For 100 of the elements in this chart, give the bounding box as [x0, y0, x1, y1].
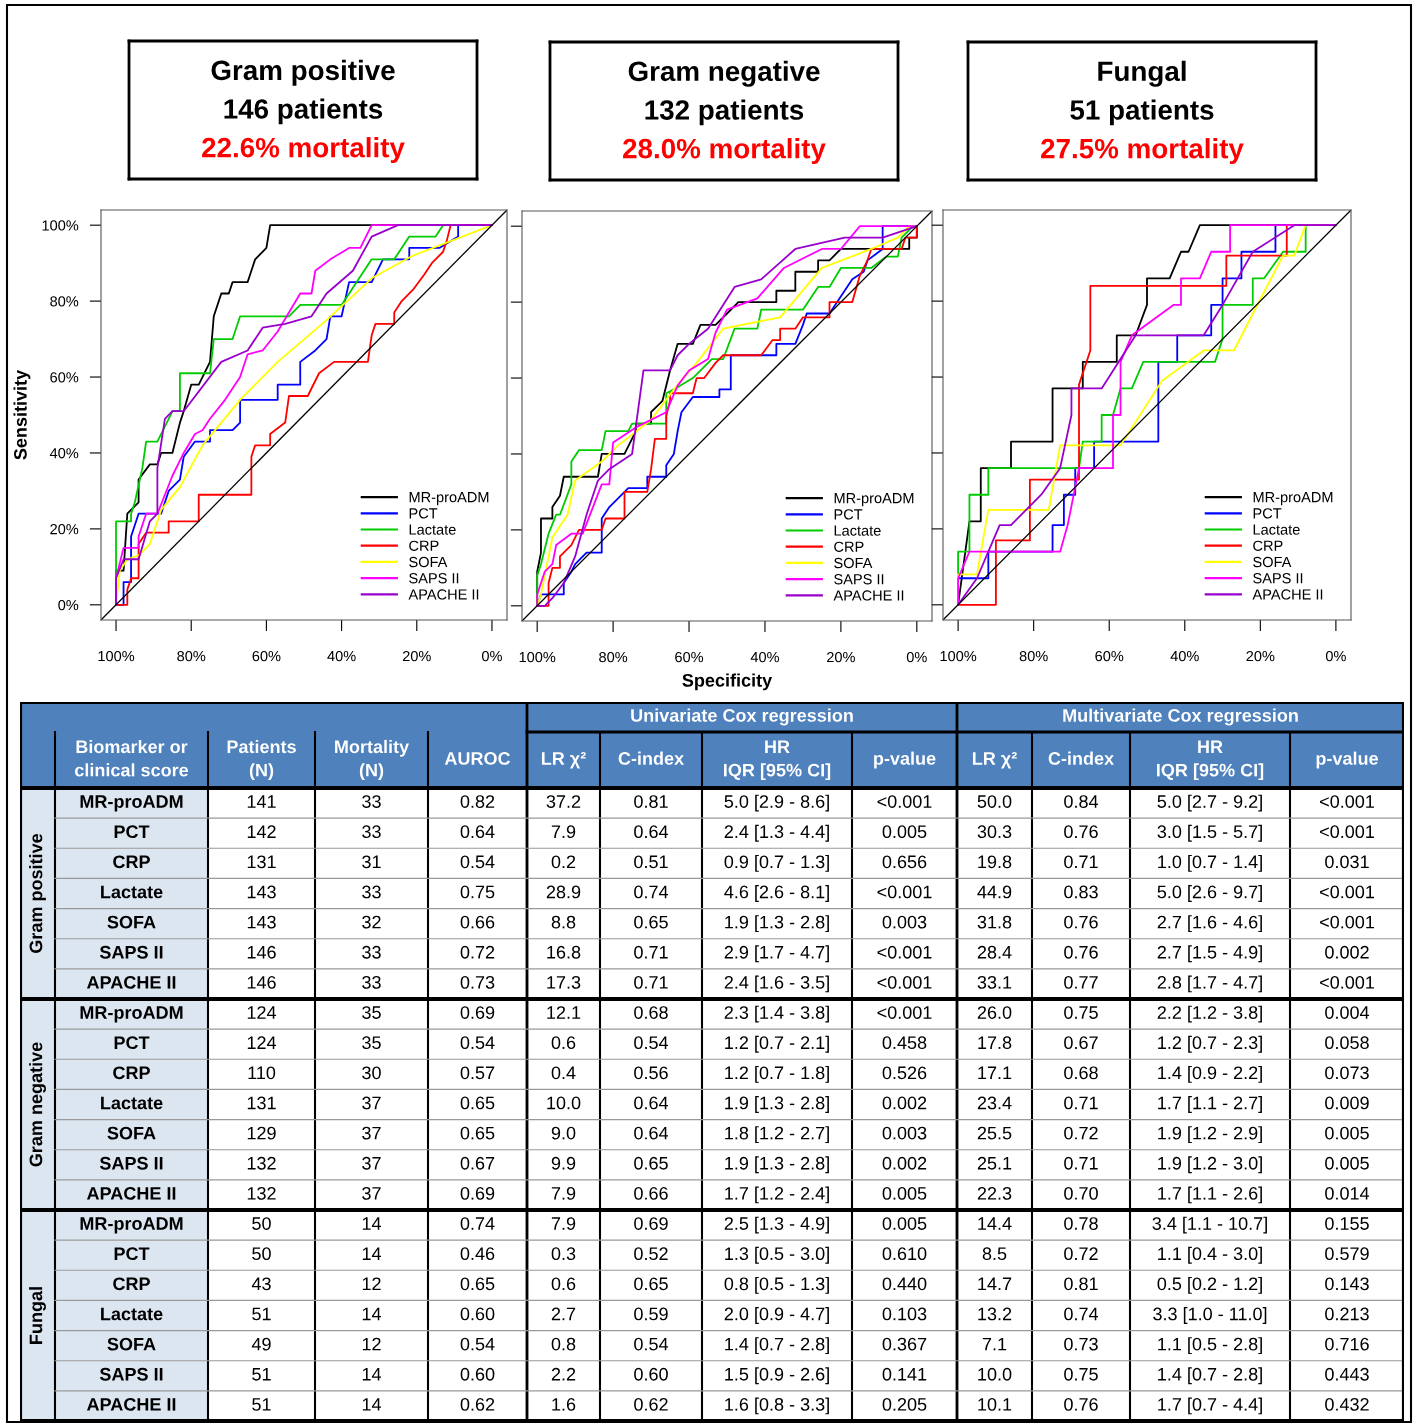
- text: 0.205: [882, 1397, 927, 1411]
- text: 0.67: [460, 1156, 495, 1170]
- x-tick-label: 100%: [98, 650, 135, 662]
- text: 0.54: [460, 855, 495, 869]
- text: 50: [252, 1217, 271, 1230]
- legend-label: APACHE II: [408, 589, 479, 600]
- text: 0.213: [1325, 1307, 1369, 1321]
- text: 16.8: [547, 945, 581, 959]
- text: 0.103: [882, 1307, 927, 1321]
- text: 0.2: [551, 855, 576, 869]
- text: 0.005: [882, 1217, 927, 1230]
- text: 51: [252, 1307, 271, 1321]
- text: 0.76: [1064, 825, 1098, 839]
- text: 0.62: [634, 1397, 668, 1411]
- legend-label: MR-proADM: [834, 493, 914, 507]
- text: 5.0 [2.6 - 9.7]: [1157, 885, 1262, 902]
- category-label: Biomarker or clinical score: [75, 739, 189, 777]
- text: <0.001: [877, 1006, 932, 1019]
- category-label: PCT: [114, 825, 150, 839]
- legend-label: SAPS II: [834, 574, 884, 585]
- text: 49: [251, 1337, 271, 1351]
- text: 0.526: [882, 1066, 927, 1080]
- text: 124: [247, 1006, 277, 1019]
- text: 14.4: [978, 1217, 1012, 1230]
- text: 10.1: [978, 1397, 1012, 1411]
- text: 0.003: [882, 915, 927, 929]
- text: Gram negative: [628, 60, 820, 87]
- text: 0.5 [0.2 - 1.2]: [1157, 1276, 1262, 1294]
- text: 0.70: [1064, 1186, 1098, 1200]
- text: 12.1: [547, 1006, 581, 1019]
- text: 1.7 [1.1 - 2.7]: [1158, 1096, 1262, 1113]
- text: <0.001: [877, 885, 932, 899]
- category-label: Gram positive: [29, 833, 46, 953]
- text: 0.52: [634, 1247, 668, 1261]
- text: Gram positive: [211, 59, 395, 86]
- text: 10.0: [547, 1096, 581, 1110]
- text: 0.74: [1064, 1307, 1099, 1321]
- text: 0.143: [1325, 1277, 1369, 1291]
- text: 0.656: [882, 855, 927, 869]
- text: 1.5 [0.9 - 2.6]: [725, 1367, 829, 1385]
- text: 0.64: [634, 1096, 669, 1110]
- category-label: MR-proADM: [80, 1217, 183, 1234]
- text: 51: [252, 1398, 271, 1411]
- legend-label: SOFA: [834, 557, 873, 569]
- text: 1.4 [0.9 - 2.2]: [1158, 1065, 1262, 1083]
- text: 0.71: [634, 975, 668, 989]
- text: 0.57: [460, 1066, 495, 1080]
- text: 132: [247, 1186, 276, 1200]
- x-tick-label: 40%: [1170, 650, 1199, 662]
- text: 0.60: [460, 1307, 495, 1321]
- category-label: CRP: [113, 855, 150, 869]
- text: 0.8: [551, 1337, 576, 1351]
- text: 0.141: [882, 1367, 927, 1381]
- legend-label: PCT: [409, 508, 438, 519]
- text: 35: [362, 1006, 381, 1019]
- category-label: SOFA: [107, 1337, 156, 1351]
- text: 14: [362, 1217, 382, 1230]
- text: 0.46: [460, 1247, 495, 1261]
- text: 0.65: [460, 1277, 495, 1291]
- text: 35: [362, 1036, 381, 1050]
- text: 0.65: [460, 1096, 495, 1110]
- category-label: SAPS II: [99, 1156, 163, 1170]
- text: 0.716: [1325, 1337, 1369, 1351]
- legend-label: PCT: [834, 509, 863, 520]
- category-label: CRP: [113, 1066, 150, 1080]
- text: 0.62: [460, 1397, 495, 1411]
- text: 0.004: [1325, 1006, 1370, 1019]
- y-tick-label: 0%: [58, 599, 79, 611]
- text: 0.72: [1064, 1247, 1098, 1261]
- text: 143: [247, 885, 276, 899]
- text: 0.56: [634, 1066, 668, 1080]
- category-label: PCT: [114, 1247, 150, 1261]
- y-tick-label: 60%: [50, 372, 79, 383]
- text: 2.4 [1.6 - 3.5]: [724, 975, 829, 993]
- text: 0.75: [1064, 1367, 1098, 1381]
- text: 0.65: [634, 915, 668, 929]
- text: 19.8: [978, 855, 1012, 869]
- text: 14: [362, 1307, 382, 1321]
- text: 26.0: [977, 1006, 1012, 1019]
- text: 0.74: [460, 1217, 495, 1230]
- text: 2.7 [1.5 - 4.9]: [1157, 945, 1262, 963]
- text: 146 patients: [224, 98, 383, 125]
- x-tick-label: 100%: [940, 650, 977, 662]
- text: 129: [247, 1126, 276, 1140]
- text: 14: [362, 1247, 382, 1260]
- text: Univariate Cox regression: [631, 708, 853, 726]
- category-label: PCT: [114, 1036, 150, 1050]
- text: 0.71: [634, 945, 668, 959]
- text: 31.8: [977, 915, 1012, 929]
- text: 7.9: [551, 1186, 576, 1200]
- x-tick-label: 0%: [1325, 650, 1346, 662]
- text: 1.7 [1.1 - 2.6]: [1158, 1186, 1262, 1204]
- text: 0.65: [634, 1156, 668, 1170]
- legend-label: APACHE II: [1252, 589, 1323, 600]
- x-tick-label: 20%: [827, 651, 855, 663]
- text: 22.3: [977, 1186, 1012, 1200]
- text: 0.68: [1064, 1066, 1098, 1080]
- text: 5.0 [2.9 - 8.6]: [724, 794, 829, 812]
- text: 0.8 [0.5 - 1.3]: [724, 1276, 829, 1294]
- text: 17.8: [978, 1036, 1012, 1050]
